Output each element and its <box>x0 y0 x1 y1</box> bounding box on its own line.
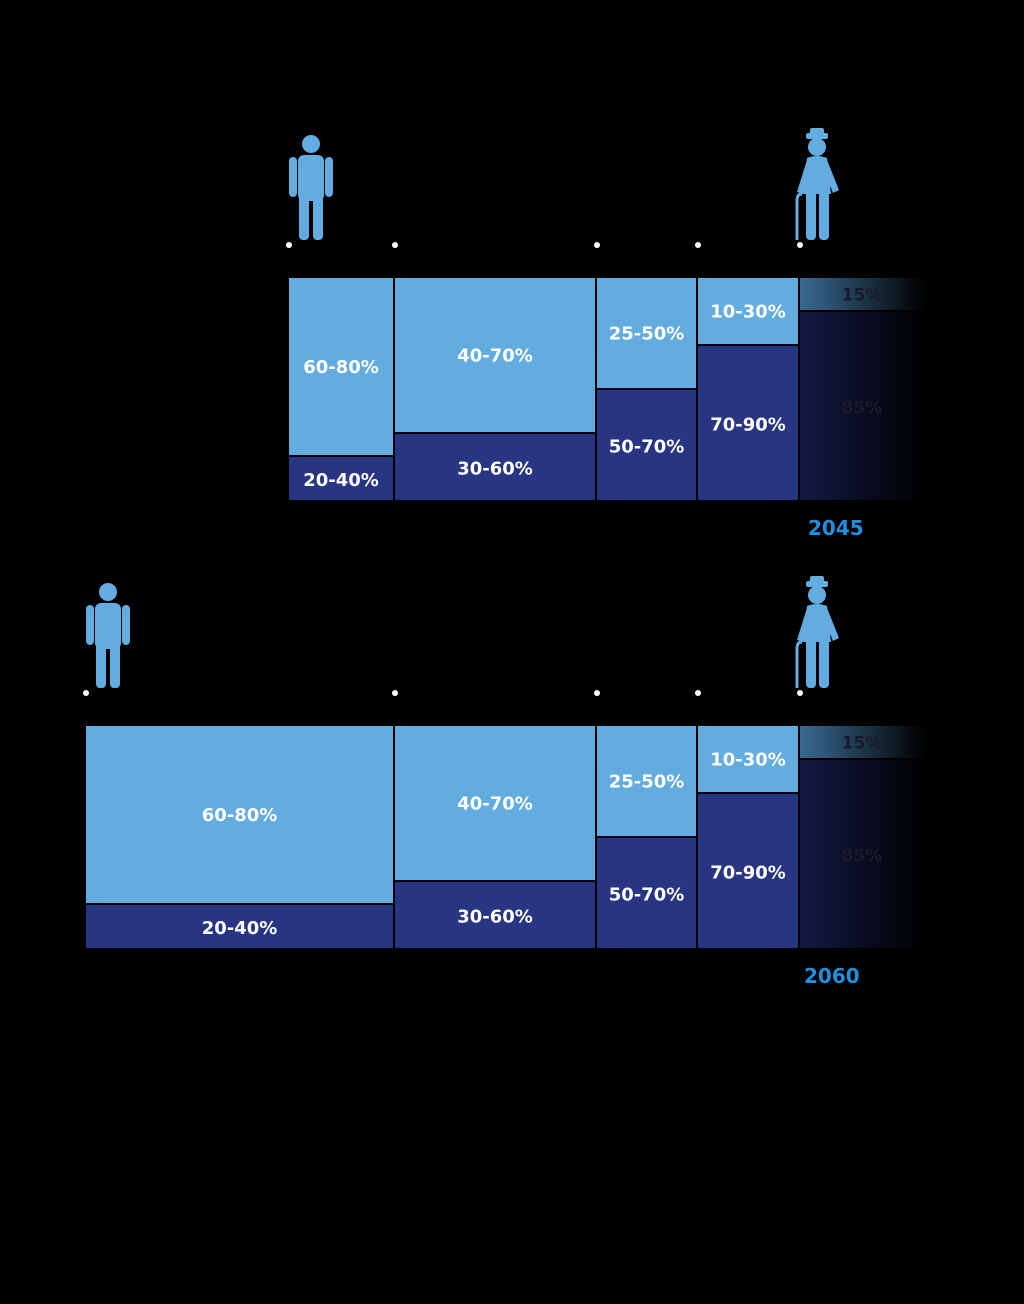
chart-panel-2060: 60-80% 20-40% 40-70% 30-60% 25-50% 50-70% 10-3… <box>0 568 1024 1028</box>
chart-2045-bar-bottom-2 <box>395 434 595 500</box>
chart-2060-bar-top-1 <box>86 726 393 903</box>
chart-2045-label-top-5: 15% <box>842 286 883 306</box>
chart-2060-label-bottom-5: 85% <box>842 847 883 867</box>
chart-2060-label-bottom-1: 20-40% <box>202 918 278 939</box>
chart-2060-column-4 <box>698 726 798 948</box>
chart-panel-2045: 60-80% 20-40% 40-70% 30-60% 25-50% 50-70% 10-3… <box>0 120 1024 580</box>
chart-2045-label-bottom-4: 70-90% <box>710 415 786 436</box>
chart-2045-label-bottom-5: 85% <box>842 399 883 419</box>
chart-2060-elderly-person-with-cane-icon <box>795 576 839 688</box>
chart-svg-2060: 60-80% 20-40% 40-70% 30-60% 25-50% 50-70% 10-3… <box>83 576 924 948</box>
chart-2045-label-bottom-3: 50-70% <box>609 437 685 458</box>
chart-2045-elderly-person-with-cane-icon <box>795 128 839 240</box>
chart-2045-bar-bottom-5 <box>800 312 924 500</box>
chart-2060-boundary-dot-3 <box>594 690 600 696</box>
chart-2045-boundary-dot-5 <box>797 242 803 248</box>
chart-2060-boundary-dot-5 <box>797 690 803 696</box>
chart-2045-bar-top-1 <box>289 278 393 455</box>
chart-2060-boundary-dot-4 <box>695 690 701 696</box>
chart-2060-bar-top-2 <box>395 726 595 880</box>
chart-2060-person-icon <box>86 583 130 688</box>
chart-2060-column-2 <box>395 726 595 948</box>
chart-2045-bar-top-3 <box>597 278 696 388</box>
chart-2060-bar-bottom-4 <box>698 794 798 948</box>
year-label-2060: 2060 <box>804 964 860 988</box>
chart-2060-label-top-5: 15% <box>842 734 883 754</box>
chart-2045-label-bottom-2: 30-60% <box>457 459 533 480</box>
chart-2045-label-top-3: 25-50% <box>609 324 685 345</box>
chart-2060-label-top-1: 60-80% <box>202 805 278 826</box>
chart-2045-bar-bottom-1 <box>289 457 393 500</box>
chart-2060-bar-top-3 <box>597 726 696 836</box>
chart-2045-boundary-dot-4 <box>695 242 701 248</box>
chart-2060-column-1 <box>86 726 393 948</box>
chart-2045-column-2 <box>395 278 595 500</box>
chart-2045-bar-bottom-3 <box>597 390 696 500</box>
chart-2060-label-bottom-3: 50-70% <box>609 885 685 906</box>
chart-2045-label-bottom-1: 20-40% <box>303 470 379 491</box>
chart-2060-label-bottom-2: 30-60% <box>457 907 533 928</box>
chart-2060-label-bottom-4: 70-90% <box>710 863 786 884</box>
chart-2045-label-top-4: 10-30% <box>710 302 786 323</box>
chart-2060-label-top-4: 10-30% <box>710 750 786 771</box>
chart-2045-bar-bottom-4 <box>698 346 798 500</box>
chart-2045-column-4 <box>698 278 798 500</box>
chart-2045-label-top-1: 60-80% <box>303 357 379 378</box>
chart-2060-bar-bottom-3 <box>597 838 696 948</box>
chart-2060-label-top-2: 40-70% <box>457 794 533 815</box>
chart-2060-column-5 <box>800 726 924 948</box>
chart-2045-person-icon <box>289 135 333 240</box>
chart-2045-column-3 <box>597 278 696 500</box>
chart-2045-column-1 <box>289 278 393 500</box>
chart-2045-column-5 <box>800 278 924 500</box>
chart-2060-column-3 <box>597 726 696 948</box>
chart-2045-bar-top-5 <box>800 278 924 310</box>
chart-2060-bar-bottom-1 <box>86 905 393 948</box>
chart-2045-bar-top-4 <box>698 278 798 344</box>
chart-svg-2045: 60-80% 20-40% 40-70% 30-60% 25-50% 50-70% 10-3… <box>286 128 924 500</box>
chart-2060-bar-bottom-5 <box>800 760 924 948</box>
chart-2045-bar-top-2 <box>395 278 595 432</box>
chart-2045-boundary-dot-3 <box>594 242 600 248</box>
chart-2060-boundary-dot-1 <box>83 690 89 696</box>
chart-2060-bar-bottom-2 <box>395 882 595 948</box>
chart-2045-boundary-dot-1 <box>286 242 292 248</box>
chart-2045-boundary-dot-2 <box>392 242 398 248</box>
chart-2060-bar-top-5 <box>800 726 924 758</box>
chart-2060-bar-top-4 <box>698 726 798 792</box>
year-label-2045: 2045 <box>808 516 864 540</box>
chart-2060-boundary-dot-2 <box>392 690 398 696</box>
chart-2060-label-top-3: 25-50% <box>609 772 685 793</box>
chart-2045-label-top-2: 40-70% <box>457 346 533 367</box>
